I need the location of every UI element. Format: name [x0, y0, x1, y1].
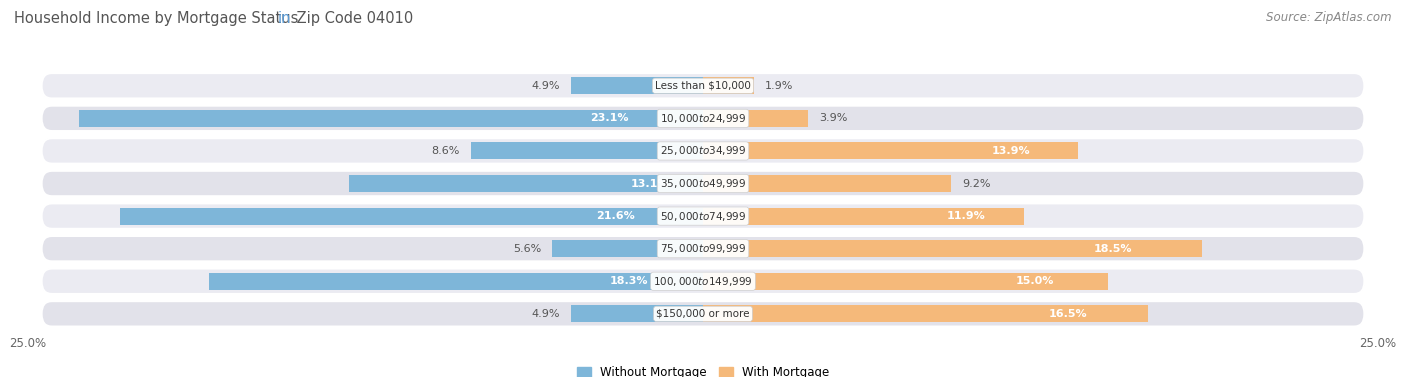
Text: 8.6%: 8.6% [432, 146, 460, 156]
Bar [703, 305, 1149, 322]
FancyBboxPatch shape [42, 171, 1364, 196]
Text: 16.5%: 16.5% [1049, 309, 1088, 319]
Text: 3.9%: 3.9% [820, 113, 848, 123]
Bar [349, 175, 703, 192]
Text: 4.9%: 4.9% [531, 81, 560, 91]
Bar [703, 143, 1078, 159]
Text: 18.3%: 18.3% [610, 276, 648, 286]
Text: 23.1%: 23.1% [591, 113, 628, 123]
Text: $50,000 to $74,999: $50,000 to $74,999 [659, 210, 747, 222]
Text: Household Income by Mortgage Status: Household Income by Mortgage Status [14, 11, 304, 26]
Text: 18.5%: 18.5% [1094, 244, 1132, 254]
Bar [703, 77, 754, 94]
Text: 5.6%: 5.6% [513, 244, 541, 254]
Text: 13.1%: 13.1% [631, 179, 669, 188]
Text: 15.0%: 15.0% [1017, 276, 1054, 286]
Bar [551, 240, 703, 257]
Text: Less than $10,000: Less than $10,000 [655, 81, 751, 91]
FancyBboxPatch shape [42, 73, 1364, 98]
Text: in: in [277, 11, 291, 26]
Bar [120, 208, 703, 225]
Legend: Without Mortgage, With Mortgage: Without Mortgage, With Mortgage [572, 362, 834, 377]
Text: $150,000 or more: $150,000 or more [657, 309, 749, 319]
Text: 11.9%: 11.9% [948, 211, 986, 221]
Text: $35,000 to $49,999: $35,000 to $49,999 [659, 177, 747, 190]
Text: Source: ZipAtlas.com: Source: ZipAtlas.com [1267, 11, 1392, 24]
Bar [703, 175, 952, 192]
Bar [571, 305, 703, 322]
Text: $10,000 to $24,999: $10,000 to $24,999 [659, 112, 747, 125]
FancyBboxPatch shape [42, 138, 1364, 164]
Text: 4.9%: 4.9% [531, 309, 560, 319]
Bar [79, 110, 703, 127]
FancyBboxPatch shape [42, 106, 1364, 131]
FancyBboxPatch shape [42, 204, 1364, 229]
Text: $100,000 to $149,999: $100,000 to $149,999 [654, 275, 752, 288]
Text: 13.9%: 13.9% [991, 146, 1031, 156]
Text: $25,000 to $34,999: $25,000 to $34,999 [659, 144, 747, 158]
Text: 21.6%: 21.6% [596, 211, 636, 221]
Text: 1.9%: 1.9% [765, 81, 793, 91]
Text: $75,000 to $99,999: $75,000 to $99,999 [659, 242, 747, 255]
Bar [703, 110, 808, 127]
Bar [703, 208, 1024, 225]
FancyBboxPatch shape [42, 236, 1364, 261]
Text: Zip Code 04010: Zip Code 04010 [292, 11, 413, 26]
FancyBboxPatch shape [42, 268, 1364, 294]
Bar [209, 273, 703, 290]
Bar [571, 77, 703, 94]
Bar [471, 143, 703, 159]
Text: 9.2%: 9.2% [962, 179, 991, 188]
Bar [703, 273, 1108, 290]
FancyBboxPatch shape [42, 301, 1364, 326]
Bar [703, 240, 1202, 257]
